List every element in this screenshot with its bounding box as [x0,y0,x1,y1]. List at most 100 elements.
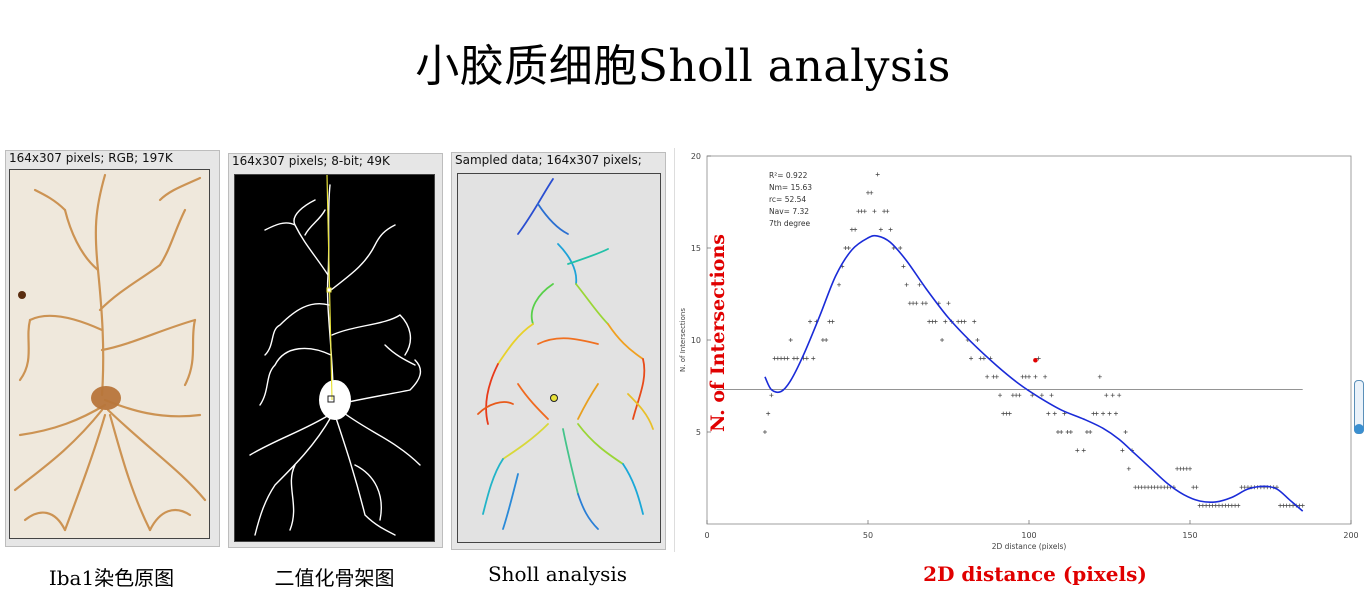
data-point [830,319,835,324]
stats-line: 7th degree [769,219,811,228]
data-point [1113,411,1118,416]
data-point [1043,374,1048,379]
data-point [804,356,809,361]
data-point [1123,430,1128,434]
data-point [878,227,883,232]
data-point [888,227,893,232]
iba1-image-window: 164x307 pixels; RGB; 197K [5,150,220,547]
y-tick-label: 5 [696,428,701,437]
data-point [1110,393,1115,398]
data-point [824,338,829,342]
data-point [1194,485,1199,490]
sholl-plot: 0 50 100 150 200 5 10 15 20 R²= 0.922 Nm= 15.63 rc… [679,152,1359,551]
data-point [766,411,771,416]
data-point [975,338,980,342]
data-point [811,356,816,361]
skeleton-image-window: 164x307 pixels; 8-bit; 49K [228,153,443,548]
data-point [1107,411,1112,416]
data-point [1075,448,1080,453]
data-point [917,282,922,287]
data-point [1017,393,1022,398]
data-point [1007,411,1012,416]
data-point [1188,466,1192,471]
data-point [972,319,977,324]
data-point [1126,466,1131,471]
data-point [946,301,951,306]
stats-line: rc= 52.54 [769,195,806,204]
iba1-caption: Iba1染色原图 [48,566,175,590]
skeleton-graphic [235,175,434,541]
scrollbar-thumb[interactable] [1354,424,1364,434]
data-point [769,393,774,398]
x-tick-label: 0 [704,531,709,540]
data-point [1059,430,1064,434]
data-point [985,374,990,379]
y-axis-label: N. of Intersections [679,308,687,372]
stats-line: R²= 0.922 [769,171,808,180]
iba1-microglia-graphic [10,170,209,538]
data-point [901,264,906,269]
data-point [904,282,909,287]
data-point [898,246,903,250]
x-axis-label: 2D distance (pixels) [992,542,1067,551]
sholl-sampled-window: Sampled data; 164x307 pixels; [451,152,666,550]
data-point [1120,448,1125,453]
data-point [862,209,867,214]
data-point [1300,503,1305,508]
x-tick-label: 150 [1182,531,1197,540]
data-point [875,172,880,177]
data-point [785,356,790,361]
data-point [1104,393,1109,398]
data-point [846,246,851,250]
plot-area [706,155,1352,525]
data-point [1081,448,1086,453]
image-info-bar: 164x307 pixels; RGB; 197K [9,151,173,165]
sholl-sampled-image [457,173,661,543]
x-tick-label: 200 [1343,531,1358,540]
image-info-bar: Sampled data; 164x307 pixels; [455,153,642,167]
x-axis-overlay-label: 2D distance (pixels) [923,562,1147,586]
data-point [1027,374,1031,379]
y-tick-label: 15 [691,244,701,253]
stats-line: Nav= 7.32 [769,207,809,216]
data-point [969,356,974,361]
x-tick-label: 100 [1021,531,1036,540]
data-point [923,301,928,306]
x-tick-label: 50 [863,531,873,540]
data-point [837,282,842,287]
data-point [914,301,919,306]
image-info-bar: 164x307 pixels; 8-bit; 49K [232,154,390,168]
data-point [981,356,986,361]
data-point [788,338,793,342]
data-point [1036,356,1041,361]
data-point [869,190,874,195]
y-tick-label: 10 [691,336,701,345]
data-point [1117,393,1122,398]
data-point [1097,374,1102,379]
data-point [1101,411,1106,416]
data-point [998,393,1003,398]
data-point [853,227,858,232]
data-point [872,209,877,214]
data-point [1094,411,1099,416]
data-point [943,319,948,324]
data-point [940,338,945,342]
skeleton-caption: 二值化骨架图 [274,566,395,590]
stats-line: Nm= 15.63 [769,183,812,192]
data-point [994,374,999,379]
data-point [1068,430,1073,434]
data-point [933,319,938,324]
sholl-caption: Sholl analysis [487,562,628,586]
sholl-plot-panel: 0 50 100 150 200 5 10 15 20 R²= 0.922 Nm= 15.63 rc… [674,148,1359,552]
highlight-point [1033,357,1038,363]
data-point [1236,503,1241,508]
data-point [1039,393,1044,398]
data-point [762,430,767,434]
fit-curve [764,234,1304,512]
data-point [1052,411,1057,416]
data-point [1046,411,1051,416]
skeleton-image [234,174,435,542]
data-point [1049,393,1054,398]
sholl-colored-graphic [458,174,660,542]
data-point [795,356,800,361]
